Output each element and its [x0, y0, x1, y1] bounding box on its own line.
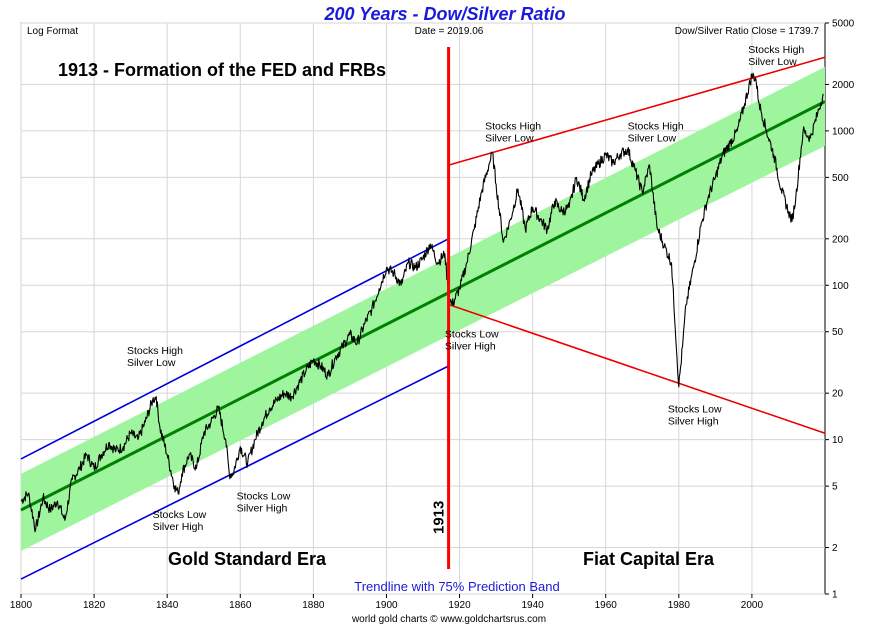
y-tick-label: 100	[832, 281, 849, 292]
annotation-line1: Stocks Low	[668, 403, 722, 415]
annotation-line2: Silver Low	[748, 56, 797, 68]
fiat-capital-era-label: Fiat Capital Era	[583, 549, 715, 569]
x-tick-label: 1940	[522, 600, 545, 611]
annotation-line2: Silver High	[445, 340, 496, 352]
x-tick-label: 2000	[741, 600, 764, 611]
fed-line-group: 1913	[431, 47, 451, 569]
annotation-line2: Silver Low	[485, 133, 534, 145]
fed-year-label: 1913	[431, 501, 448, 534]
x-tick-label: 1960	[595, 600, 618, 611]
y-tick-label: 50	[832, 327, 844, 338]
y-tick-label: 1	[832, 590, 838, 601]
chart-title: 200 Years - Dow/Silver Ratio	[323, 4, 565, 24]
x-tick-label: 1820	[83, 600, 106, 611]
y-tick-label: 2	[832, 543, 838, 554]
annotation-line2: Silver High	[237, 502, 288, 514]
red-channel-line	[448, 56, 826, 166]
date-label: Date = 2019.06	[415, 26, 484, 37]
ratio-series	[20, 72, 824, 533]
y-tick-label: 5	[832, 482, 838, 493]
x-axis-ticks: 1800 1820 1840 1860 1880 1900 1920 1940 1960 1980…	[10, 594, 764, 611]
x-tick-label: 1980	[668, 600, 691, 611]
blue-channel-line	[20, 365, 449, 580]
x-tick-label: 1840	[156, 600, 179, 611]
y-tick-label: 2000	[832, 80, 855, 91]
annotation-line1: Stocks High	[628, 121, 684, 133]
log-format-label: Log Format	[27, 26, 78, 37]
x-tick-label: 1900	[375, 600, 398, 611]
annotation-line2: Silver High	[153, 521, 204, 533]
blue-channel-line	[20, 238, 449, 460]
y-tick-label: 5000	[832, 19, 855, 30]
channel-lines	[20, 56, 826, 580]
trendline-band-label: Trendline with 75% Prediction Band	[354, 579, 559, 594]
annotation-line1: Stocks High	[127, 345, 183, 357]
red-channel-line	[448, 303, 826, 434]
ratio-line	[20, 72, 824, 533]
ratio-close-label: Dow/Silver Ratio Close = 1739.7	[675, 26, 820, 37]
annotation-line2: Silver Low	[127, 357, 176, 369]
headline: 1913 - Formation of the FED and FRBs	[58, 60, 386, 80]
y-tick-label: 10	[832, 435, 844, 446]
y-tick-label: 1000	[832, 126, 855, 137]
y-tick-label: 20	[832, 389, 844, 400]
annotation-line2: Silver High	[668, 415, 719, 427]
prediction-band	[21, 66, 825, 551]
x-tick-label: 1920	[448, 600, 471, 611]
gold-standard-era-label: Gold Standard Era	[168, 549, 327, 569]
prediction-band-area	[21, 66, 825, 551]
y-tick-label: 500	[832, 173, 849, 184]
x-tick-label: 1860	[229, 600, 252, 611]
trendline	[20, 100, 826, 512]
annotation-line1: Stocks High	[748, 44, 804, 56]
x-tick-label: 1800	[10, 600, 33, 611]
annotation-line1: Stocks Low	[445, 328, 499, 340]
annotation-line2: Silver Low	[628, 133, 677, 145]
trendline-line	[20, 100, 826, 512]
annotation-line1: Stocks Low	[237, 490, 291, 502]
annotation-line1: Stocks High	[485, 121, 541, 133]
credit-text: world gold charts © www.goldchartsrus.co…	[351, 614, 546, 625]
y-axis-ticks: 1 2 5 10 20 50 100 200 500 1000 2000 5000	[825, 19, 855, 601]
x-tick-label: 1880	[302, 600, 325, 611]
y-tick-label: 200	[832, 234, 849, 245]
annotation-line1: Stocks Low	[153, 509, 207, 521]
